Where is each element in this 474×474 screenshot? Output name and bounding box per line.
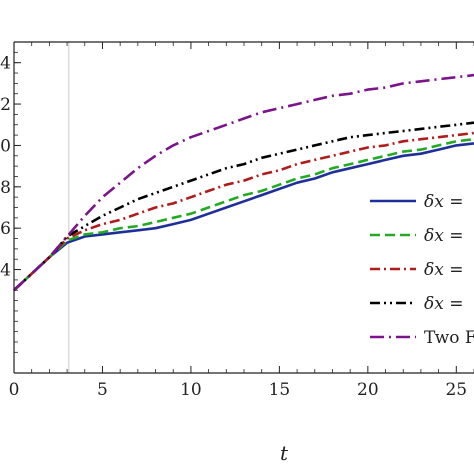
y-tick-label: 34	[0, 261, 11, 281]
y-tick-label: 42	[0, 95, 11, 115]
legend-text-rest: Two F	[424, 328, 474, 348]
legend-var: δx	[424, 192, 444, 212]
legend-label-4: δx =	[424, 294, 463, 314]
x-tick-label: 10	[180, 380, 202, 400]
x-tick-label: 25	[445, 380, 467, 400]
x-tick-label: 0	[9, 380, 20, 400]
series-line-2	[13, 137, 474, 292]
legend-label-3: δx =	[424, 260, 463, 280]
legend-var: δx	[424, 294, 444, 314]
series-line-5	[13, 73, 474, 292]
legend-label-5: Two F	[424, 328, 474, 348]
legend-text-rest: =	[444, 294, 464, 314]
legend-var: δx	[424, 260, 444, 280]
x-tick-label: 20	[357, 380, 379, 400]
legend-var: δx	[424, 226, 444, 246]
legend: δx = δx = δx = δx = Two F	[370, 192, 474, 348]
axes-group: 0 5 10 15 20 25 34 36 38 40 42 44	[0, 41, 474, 400]
x-tick-label: 15	[269, 380, 291, 400]
series-line-4	[13, 121, 474, 292]
legend-text-rest: =	[444, 226, 464, 246]
y-tick-label: 40	[0, 136, 11, 156]
series-group	[13, 73, 474, 292]
y-tick-label: 44	[0, 54, 11, 74]
series-line-1	[13, 142, 474, 292]
x-axis-label: t	[280, 441, 289, 465]
legend-label-1: δx =	[424, 192, 463, 212]
x-tick-label: 5	[97, 380, 108, 400]
legend-label-2: δx =	[424, 226, 463, 246]
series-line-3	[13, 131, 474, 292]
y-tick-label: 38	[0, 178, 11, 198]
y-tick-label: 36	[0, 219, 11, 239]
legend-text-rest: =	[444, 260, 464, 280]
legend-text-rest: =	[444, 192, 464, 212]
